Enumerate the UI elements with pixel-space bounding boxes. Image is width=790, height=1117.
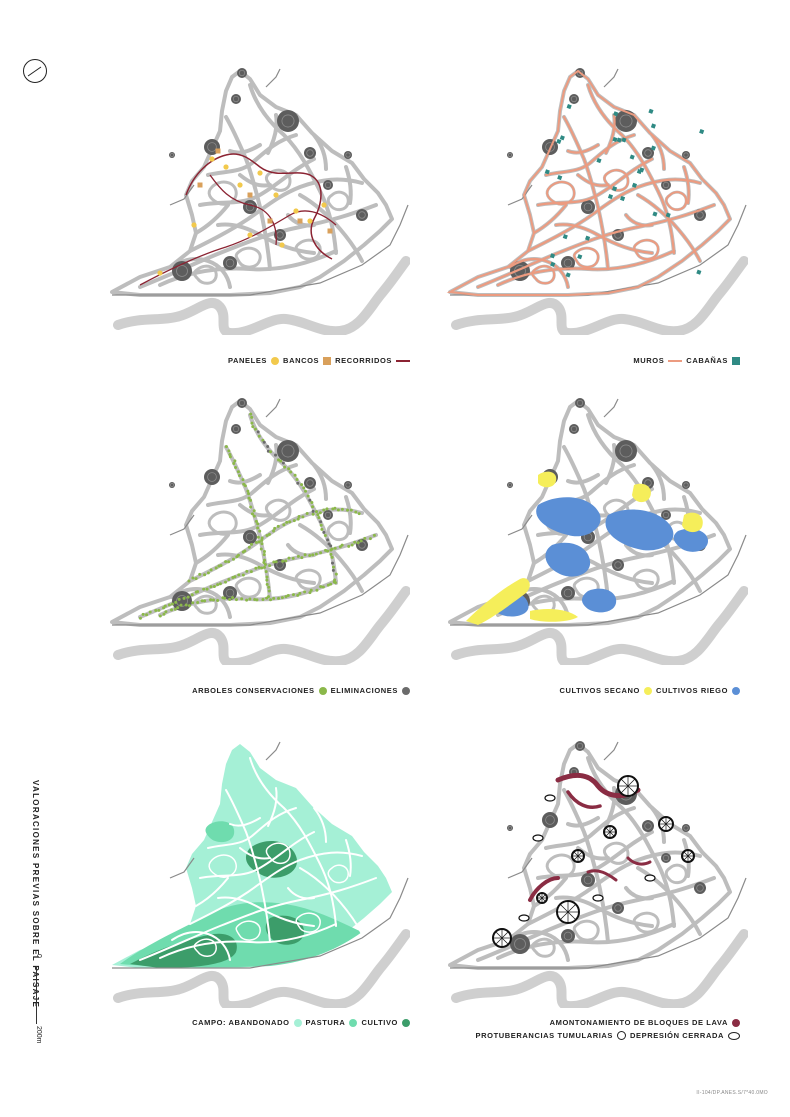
geology-overlay — [492, 773, 695, 948]
fields-network — [112, 741, 410, 1008]
map-svg — [446, 68, 748, 335]
map-crops — [438, 385, 748, 665]
legend-item: AMONTONAMIENTO DE BLOQUES DE LAVA — [550, 1018, 740, 1027]
legend-label: CAMPO: ABANDONADO — [192, 1018, 290, 1027]
legend-swatch — [728, 1031, 740, 1040]
walls-overlay — [446, 69, 732, 296]
map-svg — [448, 741, 748, 1008]
legend-item: DEPRESIÓN CERRADA — [630, 1031, 740, 1040]
legend-item: BANCOS — [283, 356, 332, 365]
legend-item: CULTIVOS RIEGO — [656, 686, 740, 695]
legend-label: PANELES — [227, 356, 268, 365]
legend-swatch — [732, 356, 740, 365]
legend-swatch — [668, 359, 683, 362]
legend-geology: AMONTONAMIENTO DE BLOQUES DE LAVA — [550, 1018, 740, 1027]
base-map — [448, 741, 748, 1008]
legend-swatch — [402, 686, 410, 695]
legend-label: ARBOLES CONSERVACIONES — [192, 686, 315, 695]
scale-max: 200m — [35, 1026, 42, 1044]
legend-label: AMONTONAMIENTO DE BLOQUES DE LAVA — [549, 1018, 728, 1027]
map-geology — [438, 728, 748, 1008]
legend-label: BANCOS — [283, 356, 320, 365]
legend-item: ELIMINACIONES — [331, 686, 410, 695]
map-svg — [110, 398, 410, 665]
legend-crops: CULTIVOS SECANO CULTIVOS RIEGO — [559, 686, 740, 695]
legend-item: PASTURA — [306, 1018, 358, 1027]
scale-bar: 0 200m — [30, 952, 50, 1044]
legend-swatch — [293, 1018, 302, 1027]
sheet-title: VALORACIONES PREVIAS SOBRE EL PAISAJE — [28, 780, 42, 1008]
legend-item: CABAÑAS — [686, 356, 740, 365]
legend-swatch — [732, 686, 740, 695]
legend-swatch — [643, 686, 652, 695]
legend-swatch — [617, 1031, 627, 1040]
legend-label: RECORRIDOS — [335, 356, 392, 365]
legend-label: CULTIVOS SECANO — [559, 686, 640, 695]
legend-label: PASTURA — [305, 1018, 346, 1027]
legend-fields: CAMPO: ABANDONADO PASTURA CULTIVO — [192, 1018, 410, 1027]
legend-item: CULTIVOS SECANO — [559, 686, 652, 695]
map-walls — [438, 55, 748, 335]
base-map — [110, 68, 410, 335]
map-equipment — [100, 55, 410, 335]
map-fields — [100, 728, 410, 1008]
legend-label: CABAÑAS — [686, 356, 728, 365]
legend-item: PANELES — [227, 356, 280, 365]
footer-code: II-104/DP.ANES.S/7*40.0MO — [696, 1090, 768, 1096]
legend-equipment: PANELES BANCOS RECORRIDOS — [228, 356, 410, 365]
map-svg — [448, 398, 748, 665]
legend-label: CULTIVO — [361, 1018, 398, 1027]
legend-label: PROTUBERANCIAS TUMULARIAS — [475, 1031, 614, 1040]
map-svg — [110, 68, 410, 335]
legend-item: PROTUBERANCIAS TUMULARIAS — [476, 1031, 627, 1040]
legend-swatch — [349, 1018, 358, 1027]
scale-zero: 0 — [35, 954, 42, 958]
legend-swatch — [402, 1018, 410, 1027]
legend-label: DEPRESIÓN CERRADA — [630, 1031, 724, 1040]
legend-item: MUROS — [633, 356, 683, 365]
map-svg — [112, 741, 410, 1008]
legend-item: RECORRIDOS — [335, 356, 410, 365]
legend-label: ELIMINACIONES — [330, 686, 398, 695]
map-trees — [100, 385, 410, 665]
trees-overlay — [138, 412, 376, 620]
legend-label: MUROS — [633, 356, 665, 365]
legend-item: ARBOLES CONSERVACIONES — [192, 686, 327, 695]
equipment-overlay — [139, 148, 337, 286]
legend-item: CULTIVO — [361, 1018, 410, 1027]
legend-walls: MUROS CABAÑAS — [633, 356, 740, 365]
legend-swatch — [318, 686, 327, 695]
legend-label: CULTIVOS RIEGO — [655, 686, 728, 695]
legend-swatch — [271, 356, 280, 365]
scale-line — [36, 966, 37, 1024]
legend-item: CAMPO: ABANDONADO — [192, 1018, 302, 1027]
crops-overlay — [466, 471, 708, 625]
north-arrow-icon — [23, 59, 47, 83]
legend-swatch — [396, 359, 410, 362]
legend-swatch — [323, 356, 332, 365]
base-map — [448, 398, 748, 665]
legend-geology-2: PROTUBERANCIAS TUMULARIAS DEPRESIÓN CERRA… — [476, 1031, 740, 1040]
legend-swatch — [732, 1018, 740, 1027]
legend-trees: ARBOLES CONSERVACIONES ELIMINACIONES — [192, 686, 410, 695]
